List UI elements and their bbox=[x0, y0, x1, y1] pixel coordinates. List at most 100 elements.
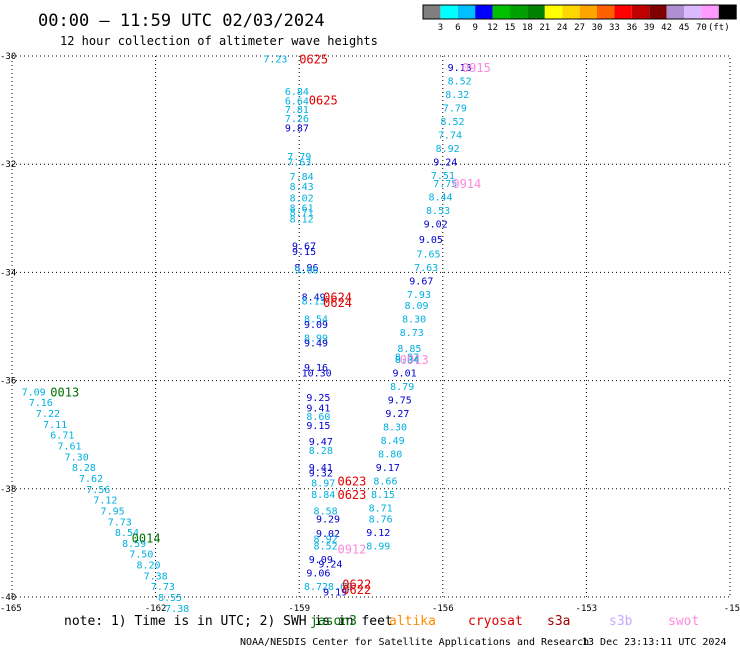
wave-height-value: 7.38 bbox=[165, 604, 189, 615]
wave-height-value: 8.61 bbox=[290, 203, 314, 214]
wave-height-value: 8.85 bbox=[397, 344, 421, 355]
track-time-label: 0913 bbox=[400, 353, 429, 367]
wave-height-value: 7.26 bbox=[285, 114, 309, 125]
wave-height-value: 7.22 bbox=[36, 409, 60, 420]
wave-height-value: 10.30 bbox=[302, 368, 332, 379]
wave-height-value: 9.09 bbox=[309, 555, 333, 566]
wave-height-value: 8.49 bbox=[381, 436, 405, 447]
track-time-label: 0625 bbox=[299, 53, 328, 67]
wave-height-value: 8.92 bbox=[314, 535, 338, 546]
track-time-label: 0622 bbox=[342, 577, 371, 591]
track-time-label: 0915 bbox=[462, 61, 491, 75]
colorbar-label: 18 bbox=[522, 23, 533, 33]
track-time-label: 0624 bbox=[323, 291, 352, 305]
colorbar-label: 70 bbox=[696, 23, 707, 33]
wave-height-value: 6.71 bbox=[50, 431, 74, 442]
track-time-label: 0914 bbox=[452, 177, 481, 191]
wave-height-value: 7.63 bbox=[287, 157, 311, 168]
wave-height-value: 8.97 bbox=[311, 478, 335, 489]
wave-height-value: 7.56 bbox=[86, 485, 110, 496]
wave-height-value: 8.69 bbox=[328, 582, 352, 593]
track-time-label: 0625 bbox=[309, 93, 338, 107]
wave-height-value: 9.27 bbox=[385, 409, 409, 420]
track-time-label: 0014 bbox=[132, 531, 161, 545]
colorbar-frame bbox=[422, 4, 737, 20]
colorbar-swatch bbox=[701, 5, 719, 19]
colorbar-swatch bbox=[562, 5, 580, 19]
colorbar-swatch bbox=[718, 5, 737, 19]
wave-height-value: 8.02 bbox=[290, 194, 314, 205]
colorbar-swatch bbox=[684, 5, 702, 19]
wave-height-value: 7.81 bbox=[285, 105, 309, 116]
track-time-label: 0624 bbox=[323, 296, 352, 310]
colorbar-label: 42 bbox=[661, 23, 672, 33]
colorbar-swatch bbox=[440, 5, 458, 19]
wave-height-value: 8.76 bbox=[369, 515, 393, 526]
wave-height-value: 7.62 bbox=[79, 474, 103, 485]
wave-height-value: 8.52 bbox=[440, 117, 464, 128]
wave-height-value: 9.24 bbox=[318, 559, 342, 570]
wave-height-value: 8.79 bbox=[390, 382, 414, 393]
satellite-name: cryosat bbox=[468, 614, 523, 629]
plot-frame bbox=[11, 55, 731, 598]
colorbar-label: 9 bbox=[472, 23, 477, 33]
y-tick-label: -32 bbox=[0, 160, 16, 170]
wave-height-value: 8.60 bbox=[306, 412, 330, 423]
wave-height-value: 8.72 bbox=[304, 582, 328, 593]
plot-grid bbox=[11, 55, 731, 598]
chart-title: 00:00 – 11:59 UTC 02/03/2024 bbox=[38, 11, 325, 31]
colorbar-swatch bbox=[666, 5, 684, 19]
colorbar-swatch bbox=[649, 5, 667, 19]
wave-height-value: 9.41 bbox=[309, 463, 333, 474]
wave-height-value: 8.53 bbox=[426, 206, 450, 217]
colorbar-legend: 3 6 9 12 15 18 21 24 27 30 33 36 39 42 45 70 (ft) bbox=[422, 4, 737, 33]
chart-subtitle: 12 hour collection of altimeter wave hei… bbox=[60, 34, 378, 48]
wave-height-value: 9.09 bbox=[304, 320, 328, 331]
wave-height-value: 7.75 bbox=[433, 179, 457, 190]
wave-height-value: 9.13 bbox=[448, 63, 472, 74]
wave-height-value: 7.11 bbox=[43, 420, 67, 431]
track-time-label: 0013 bbox=[50, 385, 79, 399]
wave-height-value: 7.16 bbox=[29, 398, 53, 409]
wave-height-value: 9.19 bbox=[323, 588, 347, 599]
colorbar-label: 33 bbox=[609, 23, 620, 33]
wave-height-value: 8.20 bbox=[136, 561, 160, 572]
wave-height-value: 9.29 bbox=[316, 515, 340, 526]
wave-height-value: 8.99 bbox=[366, 542, 390, 553]
colorbar-swatch bbox=[492, 5, 510, 19]
colorbar-swatch bbox=[544, 5, 563, 19]
wave-height-value: 9.25 bbox=[306, 393, 330, 404]
wave-height-value: 7.74 bbox=[438, 130, 462, 141]
wave-height-value: 8.09 bbox=[405, 301, 429, 312]
colorbar-label: 12 bbox=[487, 23, 498, 33]
wave-height-value: 7.84 bbox=[290, 172, 314, 183]
colorbar-label: 39 bbox=[644, 23, 655, 33]
colorbar-swatch bbox=[527, 5, 545, 19]
wave-height-value: 7.30 bbox=[65, 452, 89, 463]
wave-height-value: 7.38 bbox=[144, 571, 168, 582]
footer-timestamp: 13 Dec 23:13:11 UTC 2024 bbox=[582, 637, 727, 648]
wave-height-value: 8.80 bbox=[378, 450, 402, 461]
wave-height-value: 8.96 bbox=[294, 263, 318, 274]
wave-height-value: 9.41 bbox=[306, 404, 330, 415]
wave-height-value: 7.65 bbox=[416, 249, 440, 260]
colorbar-swatch bbox=[423, 5, 441, 19]
track-time-label: 0623 bbox=[337, 488, 366, 502]
colorbar-label: 3 bbox=[438, 23, 443, 33]
colorbar-swatch bbox=[510, 5, 528, 19]
x-tick-label: -15 bbox=[724, 604, 740, 614]
satellite-name: swot bbox=[668, 614, 699, 629]
wave-height-value: 8.43 bbox=[290, 182, 314, 193]
wave-height-value: 8.92 bbox=[436, 144, 460, 155]
wave-height-value: 8.71 bbox=[290, 208, 314, 219]
wave-height-value: 7.12 bbox=[93, 496, 117, 507]
wave-height-value: 8.66 bbox=[373, 477, 397, 488]
wave-height-value: 9.15 bbox=[306, 421, 330, 432]
wave-height-value: 8.13 bbox=[302, 297, 326, 308]
wave-height-value: 7.73 bbox=[108, 517, 132, 528]
wave-height-value: 8.49 bbox=[302, 293, 326, 304]
colorbar-label: 24 bbox=[557, 23, 568, 33]
wave-height-value: 9.75 bbox=[388, 396, 412, 407]
wave-height-value: 9.02 bbox=[316, 529, 340, 540]
wave-height-value: 8.28 bbox=[309, 446, 333, 457]
